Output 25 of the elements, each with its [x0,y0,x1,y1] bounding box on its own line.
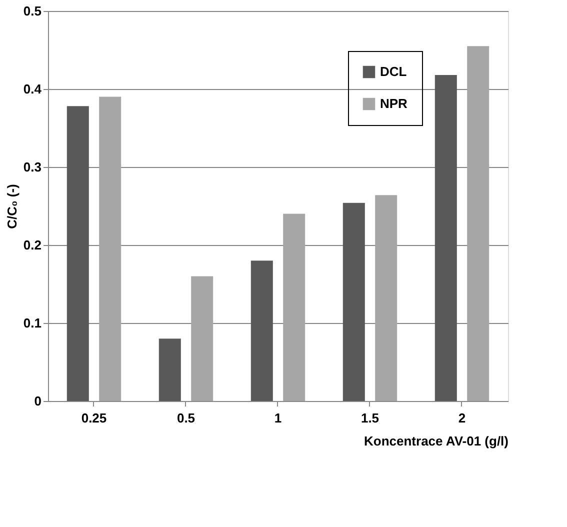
y-tick-label: 0.5 [23,4,42,18]
legend-label: DCL [380,64,407,79]
y-tick-label: 0.3 [23,160,42,174]
y-tick-label: 0 [34,394,42,408]
x-tick-label: 1 [274,410,282,426]
bar [375,195,398,401]
y-axis-title: C/C₀ (-) [4,184,20,229]
x-axis-title: Koncentrace AV-01 (g/l) [364,434,508,448]
bar [283,214,306,401]
y-tick-label: 0.1 [23,316,42,330]
bar [250,260,273,401]
y-tick-label: 0.4 [23,82,42,96]
bar [191,276,214,401]
x-tick-label: 1.5 [360,410,380,426]
bar [99,96,122,401]
bar [434,74,457,401]
y-tick-label: 0.2 [23,238,42,252]
bar [467,46,490,401]
legend-label: NPR [380,96,408,111]
bar [342,202,365,401]
x-tick-label: 2 [458,410,466,426]
bar [66,106,89,401]
x-tick-label: 0.25 [81,410,107,426]
bar [158,338,181,401]
x-tick-label: 0.5 [176,410,196,426]
